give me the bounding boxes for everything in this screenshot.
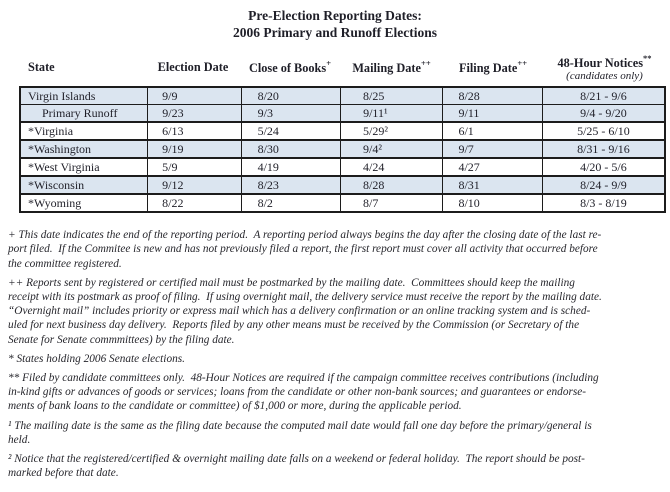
- date-cell: 8/3 - 8/19: [541, 195, 664, 212]
- document-page: Pre-Election Reporting Dates: 2006 Prima…: [0, 8, 670, 480]
- date-cell: 9/3: [240, 105, 340, 122]
- table-row-wisconsin: *Wisconsin 9/12 8/23 8/28 8/31 8/24 - 9/9: [21, 175, 664, 194]
- date-cell: 9/4²: [340, 141, 442, 158]
- date-cell: 5/29²: [340, 123, 442, 140]
- state-cell: *Wyoming: [28, 195, 82, 210]
- date-cell: 8/31: [442, 177, 541, 194]
- date-cell: 8/21 - 9/6: [541, 88, 664, 105]
- footnote-: ++ Reports sent by registered or certifi…: [8, 276, 602, 346]
- date-cell: 8/10: [442, 195, 541, 212]
- column-header-mailing-date: Mailing Date++: [352, 58, 431, 76]
- table-header: State Election Date Close of Books+ Mailing…: [19, 53, 666, 82]
- table-row-virgin-islands: Virgin Islands 9/9 8/20 8/25 8/28 8/21 - 9/6: [21, 88, 664, 105]
- state-cell: *West Virginia: [28, 159, 100, 174]
- date-cell: 9/7: [442, 141, 541, 158]
- date-cell: 9/23: [147, 105, 240, 122]
- date-cell: 5/24: [240, 123, 340, 140]
- date-cell: 9/4 - 9/20: [541, 105, 664, 122]
- state-cell: *Washington: [28, 141, 92, 156]
- date-cell: 4/24: [340, 159, 442, 176]
- date-cell: 8/2: [240, 195, 340, 212]
- date-cell: 4/20 - 5/6: [541, 159, 664, 176]
- date-cell: 9/9: [147, 88, 240, 105]
- date-cell: 6/13: [147, 123, 240, 140]
- table-row-virginia: *Virginia 6/13 5/24 5/29² 6/1 5/25 - 6/10: [21, 121, 664, 140]
- date-cell: 8/31 - 9/16: [541, 141, 664, 158]
- table-row-wyoming: *Wyoming 8/22 8/2 8/7 8/10 8/3 - 8/19: [21, 193, 664, 212]
- column-header-close-of-books: Close of Books+: [248, 58, 332, 76]
- reporting-dates-table: Virgin Islands 9/9 8/20 8/25 8/28 8/21 - 9/6 P…: [19, 86, 666, 214]
- footnotes: + This date indicates the end of the rep…: [8, 228, 662, 480]
- page-title-line1: Pre-Election Reporting Dates:: [248, 8, 422, 23]
- footnote-: + This date indicates the end of the rep…: [8, 229, 602, 270]
- date-cell: 9/11¹: [340, 105, 442, 122]
- date-cell: 5/25 - 6/10: [541, 123, 664, 140]
- date-cell: 8/20: [240, 88, 340, 105]
- column-header-48-hour-notices: 48-Hour Notices** (candidates only): [543, 53, 666, 82]
- date-cell: 8/7: [340, 195, 442, 212]
- table-row-west-virginia: *West Virginia 5/9 4/19 4/24 4/27 4/20 - 5/6: [21, 157, 664, 176]
- date-cell: 5/9: [147, 159, 240, 176]
- table-row-primary-runoff: Primary Runoff 9/23 9/3 9/11¹ 9/11 9/4 - 9/20: [21, 104, 664, 122]
- date-cell: 8/22: [147, 195, 240, 212]
- column-header-state: State: [28, 60, 55, 75]
- date-cell: 4/19: [240, 159, 340, 176]
- date-cell: 8/28: [442, 88, 541, 105]
- date-cell: 8/25: [340, 88, 442, 105]
- date-cell: 9/11: [442, 105, 541, 122]
- date-cell: 4/27: [442, 159, 541, 176]
- column-header-election-date: Election Date: [157, 60, 229, 75]
- table-row-washington: *Washington 9/19 8/30 9/4² 9/7 8/31 - 9/16: [21, 139, 664, 158]
- page-title: Pre-Election Reporting Dates: 2006 Prima…: [0, 8, 670, 41]
- date-cell: 8/30: [240, 141, 340, 158]
- date-cell: 8/24 - 9/9: [541, 177, 664, 194]
- date-cell: 9/12: [147, 177, 240, 194]
- state-cell: *Virginia: [28, 123, 74, 138]
- footnote-2: ² Notice that the registered/certified &…: [8, 452, 585, 480]
- footnote-: * States holding 2006 Senate elections.: [8, 352, 185, 365]
- state-cell: *Wisconsin: [28, 177, 85, 192]
- date-cell: 6/1: [442, 123, 541, 140]
- date-cell: 8/23: [240, 177, 340, 194]
- page-title-line2: 2006 Primary and Runoff Elections: [233, 24, 437, 40]
- column-subheader: (candidates only): [566, 69, 643, 82]
- state-cell: Virgin Islands: [28, 88, 96, 103]
- state-cell: Primary Runoff: [42, 105, 118, 120]
- column-header-filing-date: Filing Date++: [458, 58, 528, 76]
- date-cell: 8/28: [340, 177, 442, 194]
- footnote-1: ¹ The mailing date is the same as the fi…: [8, 419, 592, 446]
- date-cell: 9/19: [147, 141, 240, 158]
- footnote-: ** Filed by candidate committees only. 4…: [8, 371, 599, 413]
